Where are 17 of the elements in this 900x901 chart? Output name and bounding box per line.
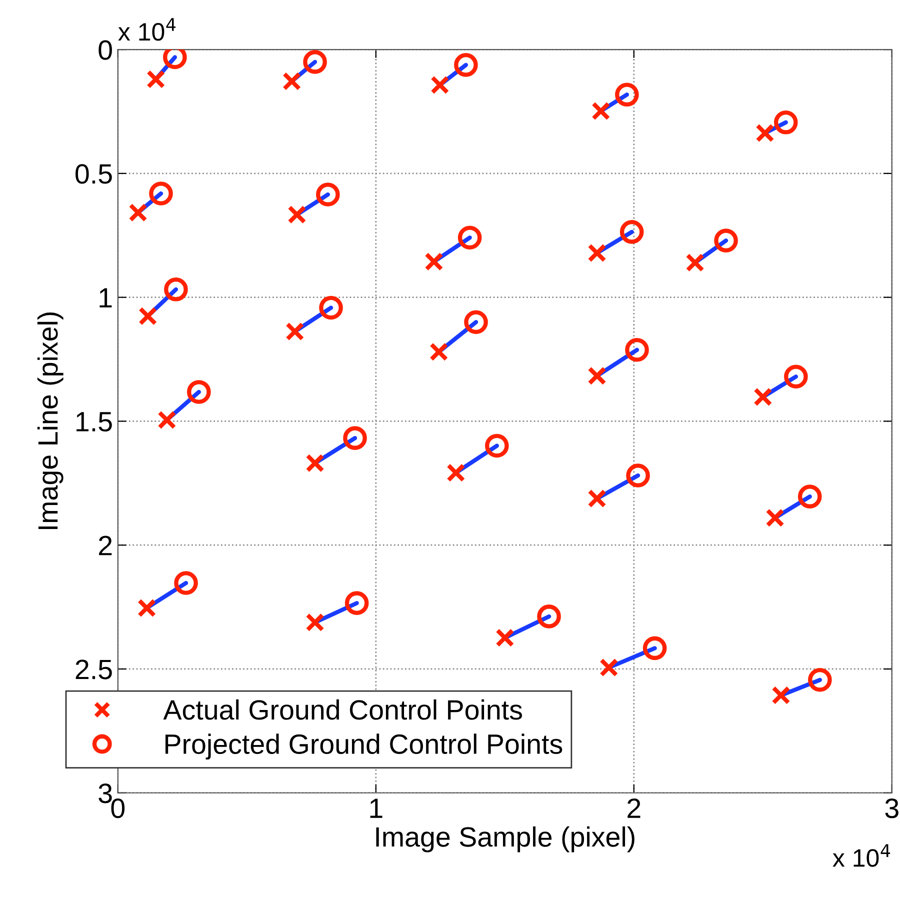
- y-tick-label: 0.5: [76, 164, 112, 184]
- y-tick-label: 0: [98, 40, 112, 60]
- x-tick-label: 0: [111, 798, 125, 818]
- legend-label: Actual Ground Control Points: [163, 699, 522, 720]
- y-axis-title: Image Line (pixel): [37, 312, 64, 530]
- text: x 10$^{4}$: [832, 844, 890, 867]
- y-tick-label: 2: [98, 536, 112, 556]
- x-tick-label: 2: [628, 798, 640, 818]
- legend-label: Projected Ground Control Points: [166, 734, 562, 760]
- text: x 10$^{4}$: [118, 18, 176, 41]
- y-tick-label: 1.5: [76, 412, 112, 432]
- x-axis-title: Image Sample (pixel): [376, 826, 634, 852]
- y-tick-label: 1: [100, 288, 112, 308]
- x-tick-label: 3: [885, 798, 898, 818]
- x-tick-label: 1: [370, 798, 382, 818]
- y-tick-label: 2.5: [76, 660, 112, 680]
- y-tick-label: 3: [98, 784, 112, 804]
